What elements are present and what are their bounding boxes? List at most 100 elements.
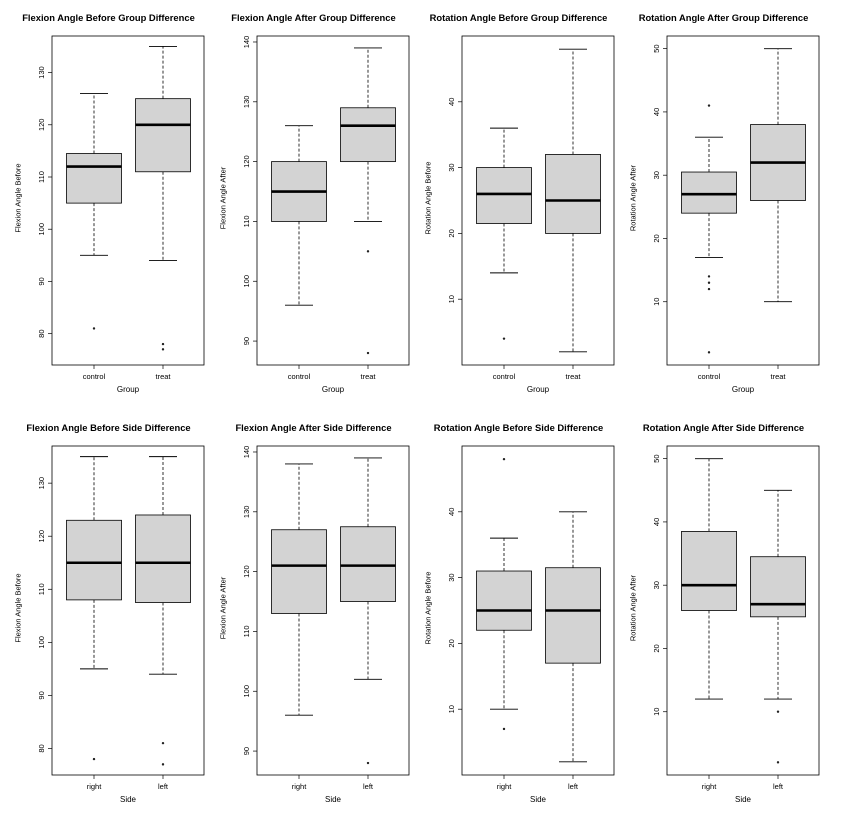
y-tick-label: 10 xyxy=(652,298,661,306)
plot-frame xyxy=(666,445,820,776)
y-tick-label: 110 xyxy=(242,215,251,227)
x-tick-label: control xyxy=(493,372,516,381)
plot-area: 10 20 30 40 50 control treat xyxy=(652,35,820,381)
outlier-point xyxy=(707,281,711,284)
y-tick-label: 30 xyxy=(447,573,456,581)
y-tick-label: 20 xyxy=(447,639,456,647)
y-tick-label: 10 xyxy=(652,708,661,716)
chart-title: Flexion Angle After Group Difference xyxy=(231,12,396,23)
y-tick-label: 120 xyxy=(37,119,46,132)
plot-area: 10 20 30 40 50 right left xyxy=(652,445,820,791)
y-tick-label: 50 xyxy=(652,44,661,52)
boxplot-panel: Rotation Angle After Group Difference Gro… xyxy=(621,0,826,406)
y-tick-label: 40 xyxy=(652,518,661,526)
y-tick-label: 30 xyxy=(447,163,456,171)
y-tick-label: 130 xyxy=(242,506,251,519)
x-tick-label: right xyxy=(702,782,718,791)
boxplot-panel: Rotation Angle After Side Difference Side… xyxy=(621,410,826,816)
box xyxy=(66,153,122,204)
y-tick-label: 40 xyxy=(652,108,661,116)
boxplot-panel: Flexion Angle Before Group Difference Gro… xyxy=(6,0,211,406)
y-tick-label: 100 xyxy=(242,685,251,698)
y-tick-label: 120 xyxy=(242,155,251,168)
outlier-point xyxy=(776,761,780,764)
outlier-point xyxy=(707,104,711,107)
x-tick-label: control xyxy=(83,372,106,381)
outlier-point xyxy=(707,287,711,291)
plot-frame xyxy=(51,35,205,366)
x-tick-label: control xyxy=(288,372,311,381)
x-axis-label: Side xyxy=(119,795,136,804)
box xyxy=(476,570,532,631)
outlier-point xyxy=(707,351,711,354)
x-tick-label: right xyxy=(292,782,308,791)
chart-title: Flexion Angle After Side Difference xyxy=(235,422,392,433)
y-tick-label: 90 xyxy=(37,691,46,699)
plot-frame xyxy=(256,445,410,776)
y-tick-label: 90 xyxy=(242,337,251,345)
plot-frame xyxy=(256,35,410,366)
boxplot-panel: Flexion Angle Before Side Difference Side… xyxy=(6,410,211,816)
x-tick-label: right xyxy=(497,782,513,791)
y-tick-label: 140 xyxy=(242,446,251,459)
plot-area: 10 20 30 40 control treat xyxy=(447,35,615,381)
x-axis-label: Side xyxy=(324,795,341,804)
x-tick-label: left xyxy=(773,782,784,791)
plot-area: 80 90 100 110 120 130 right left xyxy=(37,445,205,791)
x-tick-label: treat xyxy=(565,372,581,381)
outlier-point xyxy=(502,727,506,731)
y-tick-label: 90 xyxy=(37,277,46,285)
chart-title: Rotation Angle After Group Difference xyxy=(638,12,809,23)
box xyxy=(476,167,532,224)
y-tick-label: 80 xyxy=(37,744,46,752)
x-tick-label: treat xyxy=(360,372,376,381)
outlier-point xyxy=(92,757,96,761)
y-tick-label: 130 xyxy=(37,477,46,490)
box xyxy=(135,98,191,173)
y-tick-label: 140 xyxy=(242,36,251,49)
plot-area: 90 100 110 120 130 140 control treat xyxy=(242,35,410,381)
chart-title: Rotation Angle After Side Difference xyxy=(642,422,805,433)
outlier-point xyxy=(776,710,780,713)
x-tick-label: right xyxy=(87,782,103,791)
y-tick-label: 80 xyxy=(37,329,46,337)
box xyxy=(545,154,601,234)
outlier-point xyxy=(366,250,370,253)
box xyxy=(750,556,806,618)
outlier-point xyxy=(502,337,506,340)
chart-title: Rotation Angle Before Side Difference xyxy=(433,422,604,433)
x-axis-label: Group xyxy=(731,385,755,394)
y-tick-label: 20 xyxy=(652,234,661,242)
y-tick-label: 90 xyxy=(242,747,251,755)
x-tick-label: control xyxy=(698,372,721,381)
plot-area: 10 20 30 40 right left xyxy=(447,445,615,791)
x-tick-label: left xyxy=(363,782,374,791)
y-tick-label: 20 xyxy=(447,229,456,237)
plot-frame xyxy=(51,445,205,776)
boxplot-panel: Flexion Angle After Group Difference Grou… xyxy=(211,0,416,406)
boxplot-panel: Rotation Angle Before Side Difference Sid… xyxy=(416,410,621,816)
plot-frame xyxy=(461,35,615,366)
x-axis-label: Side xyxy=(734,795,751,804)
box xyxy=(545,567,601,664)
box xyxy=(135,514,191,603)
y-tick-label: 120 xyxy=(37,530,46,543)
box xyxy=(340,107,396,163)
box xyxy=(681,531,737,611)
outlier-point xyxy=(707,275,711,278)
x-axis-label: Side xyxy=(529,795,546,804)
chart-title: Rotation Angle Before Group Difference xyxy=(429,12,608,23)
plot-frame xyxy=(461,445,615,776)
x-tick-label: left xyxy=(158,782,169,791)
outlier-point xyxy=(161,348,165,351)
x-tick-label: treat xyxy=(155,372,171,381)
plot-area: 90 100 110 120 130 140 right left xyxy=(242,445,410,791)
box xyxy=(340,526,396,602)
outlier-point xyxy=(161,342,165,346)
box xyxy=(271,529,327,614)
y-tick-label: 100 xyxy=(242,275,251,288)
y-tick-label: 110 xyxy=(242,625,251,637)
y-tick-label: 50 xyxy=(652,454,661,462)
